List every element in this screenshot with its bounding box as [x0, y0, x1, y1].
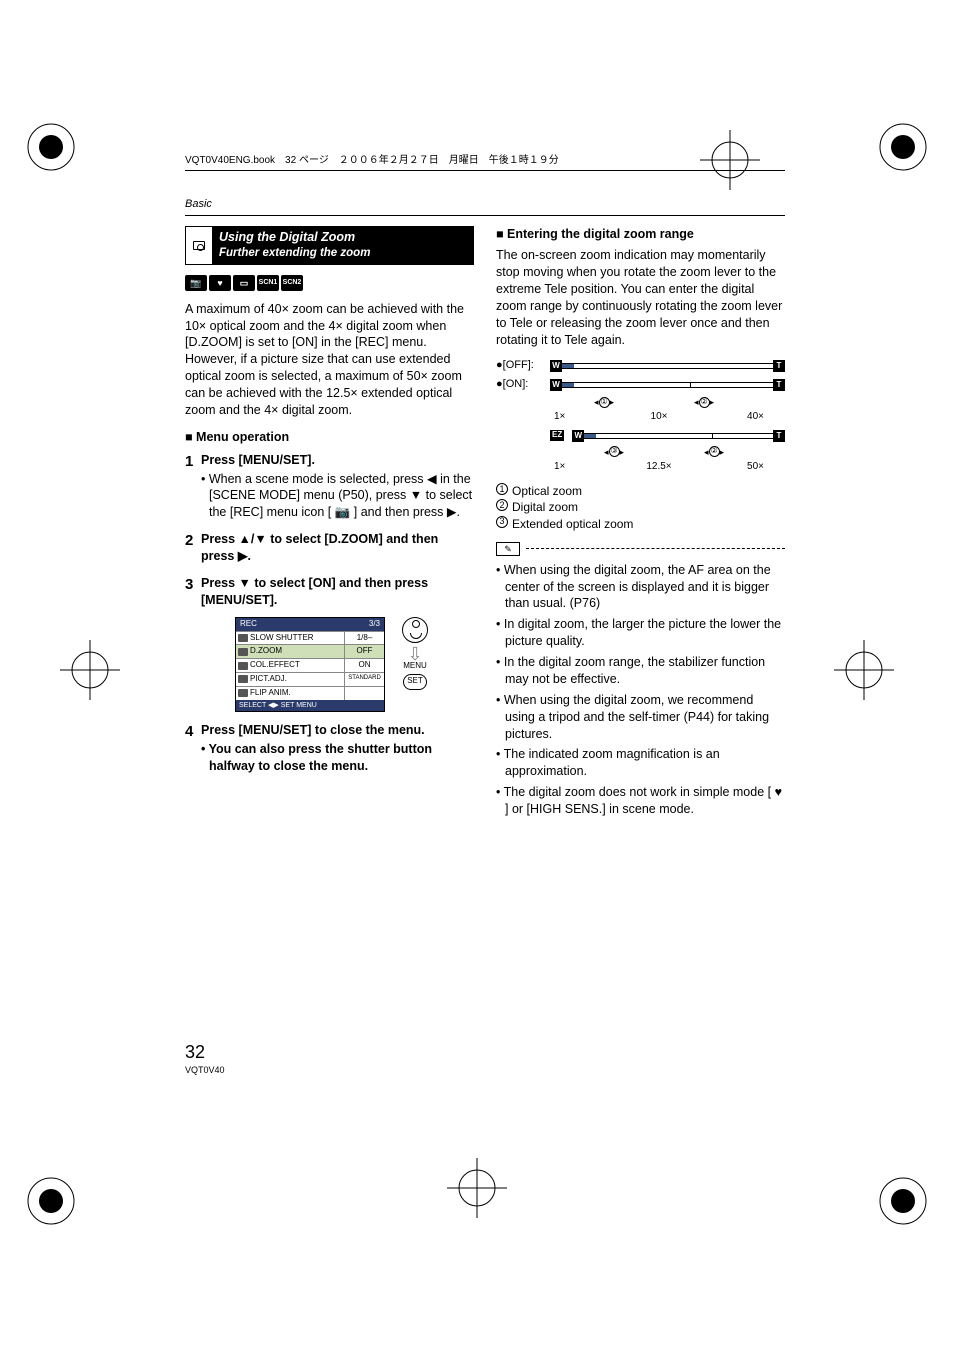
zoom-ez-scale: 1× 12.5× 50×	[554, 460, 764, 474]
joystick-icon	[402, 617, 428, 643]
menu-row-label: COL.EFFECT	[250, 660, 300, 671]
mode-icon: SCN1	[257, 275, 279, 291]
entering-zoom-heading: Entering the digital zoom range	[496, 226, 785, 243]
annot-3: ③	[609, 446, 620, 457]
menu-row-value: OFF	[344, 645, 384, 658]
crop-corner-br	[876, 1174, 930, 1228]
feature-title: Using the Digital Zoom Further extending…	[213, 226, 474, 264]
crop-corner-bl	[24, 1174, 78, 1228]
note-item: When using the digital zoom, we recommen…	[496, 692, 785, 743]
note-item: In the digital zoom range, the stabilize…	[496, 654, 785, 688]
right-intro: The on-screen zoom indication may moment…	[496, 247, 785, 348]
mode-icon: ♥	[209, 275, 231, 291]
step-2: Press ▲/▼ to select [D.ZOOM] and then pr…	[185, 531, 474, 565]
page-content: VQT0V40ENG.book 32 ページ ２００６年２月２７日 月曜日 午後…	[185, 150, 785, 822]
coleffect-icon	[238, 662, 248, 670]
zoom-off-label: [OFF]:	[503, 359, 534, 371]
step-1-sub: When a scene mode is selected, press ◀ i…	[201, 471, 474, 522]
menu-label: MENU	[395, 661, 435, 672]
step-4-sub: You can also press the shutter button ha…	[201, 741, 474, 775]
step-1-head: Press [MENU/SET].	[201, 452, 474, 469]
step-4: Press [MENU/SET] to close the menu. You …	[185, 722, 474, 775]
intro-paragraph: A maximum of 40× zoom can be achieved wi…	[185, 301, 474, 419]
crop-corner-tr	[876, 120, 930, 174]
down-arrow-icon: ⇩	[395, 647, 435, 661]
section-rule	[185, 215, 785, 216]
zoom-on-scale: 1× 10× 40×	[554, 410, 764, 424]
legend-3: Extended optical zoom	[512, 516, 633, 532]
menu-side-controls: ⇩ MENU SET	[395, 617, 435, 690]
menu-row-label: SLOW SHUTTER	[250, 633, 314, 644]
flipanim-icon	[238, 689, 248, 697]
menu-page: 3/3	[369, 619, 380, 630]
header-rule	[185, 170, 785, 171]
menu-row-value: STANDARD	[344, 673, 384, 686]
menu-footer: SELECT ◀▶ SET MENU	[236, 700, 384, 711]
feature-title-main: Using the Digital Zoom	[219, 229, 468, 246]
section-label: Basic	[185, 197, 785, 212]
slow-shutter-icon	[238, 634, 248, 642]
menu-title: REC	[240, 619, 257, 630]
notes-list: When using the digital zoom, the AF area…	[496, 562, 785, 818]
note-item: The indicated zoom magnification is an a…	[496, 746, 785, 780]
menu-screenshot: REC 3/3 SLOW SHUTTER 1/8– D.ZOOM OFF COL.E…	[235, 617, 440, 712]
reg-mark-left	[60, 640, 120, 700]
zoom-on-annot: ◂①▸ ◂②▸	[554, 396, 785, 410]
dzoom-icon	[238, 648, 248, 656]
mode-icon: ▭	[233, 275, 255, 291]
step-list: Press [MENU/SET]. When a scene mode is s…	[185, 452, 474, 775]
note-item: When using the digital zoom, the AF area…	[496, 562, 785, 613]
ez-badge: EZ	[550, 430, 564, 441]
camera-icon	[185, 226, 213, 264]
doc-code: VQT0V40	[185, 1064, 225, 1076]
reg-mark-right	[834, 640, 894, 700]
left-column: Using the Digital Zoom Further extending…	[185, 226, 474, 822]
zoom-row-on: ●[ON]: W T	[496, 377, 785, 392]
annot-2: ②	[699, 397, 710, 408]
page-footer: 32 VQT0V40	[185, 1040, 225, 1076]
note-item: In digital zoom, the larger the picture …	[496, 616, 785, 650]
zoom-on-label: [ON]:	[503, 378, 529, 390]
menu-row-value: ON	[344, 659, 384, 672]
menu-row-label: PICT.ADJ.	[250, 674, 287, 685]
step-3-head: Press ▼ to select [ON] and then press [M…	[201, 575, 474, 609]
legend-1: Optical zoom	[512, 483, 582, 499]
step-1: Press [MENU/SET]. When a scene mode is s…	[185, 452, 474, 522]
pictadj-icon	[238, 675, 248, 683]
mode-icon-row: 📷 ♥ ▭ SCN1 SCN2	[185, 275, 474, 291]
zoom-ez-annot: ◂③▸ ◂②▸	[554, 446, 785, 460]
note-divider: ✎	[496, 542, 785, 556]
zoom-diagram: ●[OFF]: W T ●[ON]: W	[496, 358, 785, 473]
menu-row-label: FLIP ANIM.	[250, 688, 291, 699]
menu-table: REC 3/3 SLOW SHUTTER 1/8– D.ZOOM OFF COL.E…	[235, 617, 385, 712]
crop-corner-tl	[24, 120, 78, 174]
menu-row-label: D.ZOOM	[250, 646, 282, 657]
note-icon: ✎	[496, 542, 520, 556]
annot-1: ①	[599, 397, 610, 408]
book-header-line: VQT0V40ENG.book 32 ページ ２００６年２月２７日 月曜日 午後…	[185, 154, 785, 168]
legend-2: Digital zoom	[512, 499, 578, 515]
feature-title-box: Using the Digital Zoom Further extending…	[185, 226, 474, 264]
menu-operation-heading: Menu operation	[185, 429, 474, 446]
feature-title-sub: Further extending the zoom	[219, 246, 468, 262]
zoom-row-off: ●[OFF]: W T	[496, 358, 785, 373]
t-cap: T	[773, 360, 785, 372]
t-cap: T	[773, 379, 785, 391]
menu-row-value: 1/8–	[344, 632, 384, 645]
step-3: Press ▼ to select [ON] and then press [M…	[185, 575, 474, 712]
step-2-head: Press ▲/▼ to select [D.ZOOM] and then pr…	[201, 531, 474, 565]
zoom-row-ez: EZ W T	[496, 430, 785, 442]
mode-icon: 📷	[185, 275, 207, 291]
mode-icon: SCN2	[281, 275, 303, 291]
zoom-legend: 1Optical zoom 2Digital zoom 3Extended op…	[496, 483, 785, 532]
note-item: The digital zoom does not work in simple…	[496, 784, 785, 818]
page-number: 32	[185, 1040, 225, 1064]
step-4-head: Press [MENU/SET] to close the menu.	[201, 722, 474, 739]
reg-mark-bottom	[447, 1158, 507, 1218]
annot-2b: ②	[709, 446, 720, 457]
menu-row-value	[344, 687, 384, 700]
set-button-icon: SET	[403, 674, 427, 690]
t-cap: T	[773, 430, 785, 442]
right-column: Entering the digital zoom range The on-s…	[496, 226, 785, 822]
